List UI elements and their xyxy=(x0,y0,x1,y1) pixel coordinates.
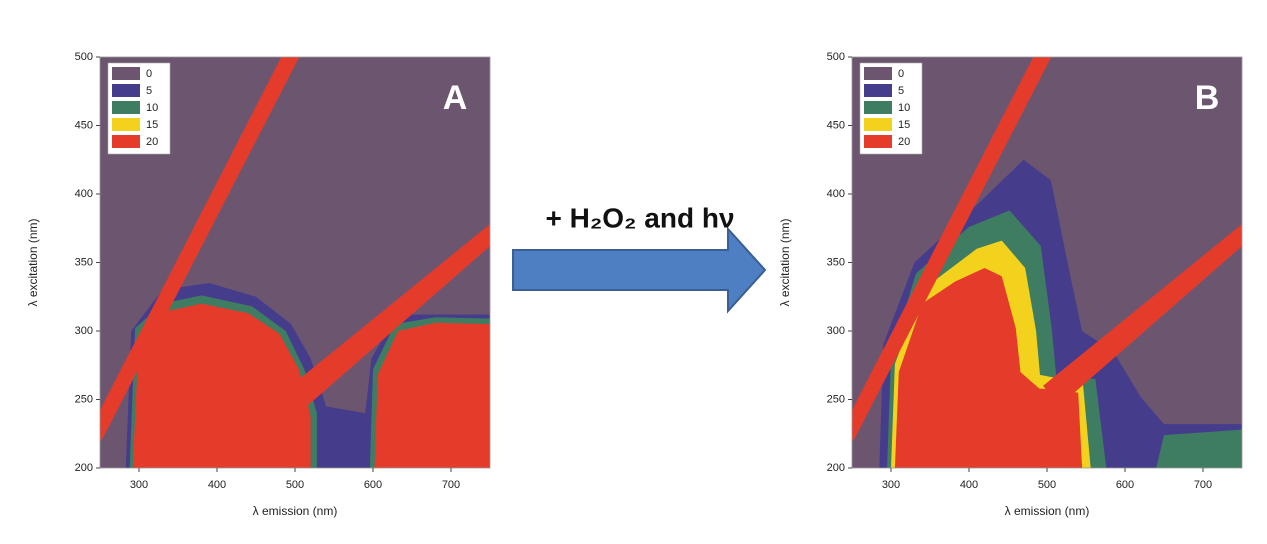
y-axis-label: λ excitation (nm) xyxy=(778,218,792,306)
legend-swatch xyxy=(864,118,892,131)
contour-region xyxy=(852,57,1052,441)
contour-region xyxy=(1156,429,1242,468)
legend-swatch xyxy=(864,135,892,148)
contour-region xyxy=(374,322,490,468)
x-tick-label: 400 xyxy=(960,479,978,491)
contour-region xyxy=(100,57,300,441)
legend-swatch xyxy=(864,84,892,97)
x-tick-label: 500 xyxy=(1038,479,1056,491)
legend-label: 5 xyxy=(898,85,904,97)
legend: 0 5 10 15 20 xyxy=(859,62,923,155)
y-tick-label: 350 xyxy=(827,256,845,268)
contours xyxy=(852,57,1242,468)
legend-label: 20 xyxy=(146,136,158,148)
legend-label: 0 xyxy=(898,68,904,80)
legend-label: 15 xyxy=(898,119,910,131)
legend-swatch xyxy=(112,101,140,114)
legend-swatch xyxy=(112,118,140,131)
y-axis-label: λ excitation (nm) xyxy=(26,218,40,306)
legend-swatch xyxy=(112,135,140,148)
y-tick-label: 450 xyxy=(75,119,93,131)
legend: 0 5 10 15 20 xyxy=(107,62,171,155)
contour-region xyxy=(132,303,311,468)
y-tick-label: 500 xyxy=(827,51,845,63)
x-tick-label: 600 xyxy=(1116,479,1134,491)
panel-title: A xyxy=(443,79,468,117)
arrow xyxy=(512,226,767,314)
legend-label: 15 xyxy=(146,119,158,131)
x-tick-label: 300 xyxy=(130,479,148,491)
legend-label: 0 xyxy=(146,68,152,80)
x-tick-label: 700 xyxy=(442,479,460,491)
y-tick-label: 300 xyxy=(827,325,845,337)
annotation: + H₂O₂ and hν xyxy=(545,202,734,233)
legend-label: 5 xyxy=(146,85,152,97)
legend-label: 10 xyxy=(898,102,910,114)
contour-region xyxy=(894,267,1083,468)
x-tick-label: 300 xyxy=(882,479,900,491)
y-tick-label: 250 xyxy=(75,393,93,405)
legend-label: 20 xyxy=(898,136,910,148)
panel-title: B xyxy=(1195,79,1220,117)
x-tick-label: 600 xyxy=(364,479,382,491)
x-axis-label: λ emission (nm) xyxy=(1005,504,1090,518)
x-axis-label: λ emission (nm) xyxy=(253,504,338,518)
legend-swatch xyxy=(864,67,892,80)
legend-swatch xyxy=(864,101,892,114)
y-tick-label: 200 xyxy=(827,462,845,474)
y-tick-label: 400 xyxy=(75,188,93,200)
contour-region xyxy=(291,224,490,407)
y-tick-label: 500 xyxy=(75,51,93,63)
legend-swatch xyxy=(112,67,140,80)
y-tick-label: 200 xyxy=(75,462,93,474)
y-tick-label: 350 xyxy=(75,256,93,268)
x-tick-label: 500 xyxy=(286,479,304,491)
legend-label: 10 xyxy=(146,102,158,114)
contour-region xyxy=(1043,224,1242,407)
y-tick-label: 250 xyxy=(827,393,845,405)
x-tick-label: 400 xyxy=(208,479,226,491)
y-tick-label: 300 xyxy=(75,325,93,337)
contours xyxy=(100,57,490,468)
y-tick-label: 400 xyxy=(827,188,845,200)
y-tick-label: 450 xyxy=(827,119,845,131)
x-tick-label: 700 xyxy=(1194,479,1212,491)
legend-swatch xyxy=(112,84,140,97)
